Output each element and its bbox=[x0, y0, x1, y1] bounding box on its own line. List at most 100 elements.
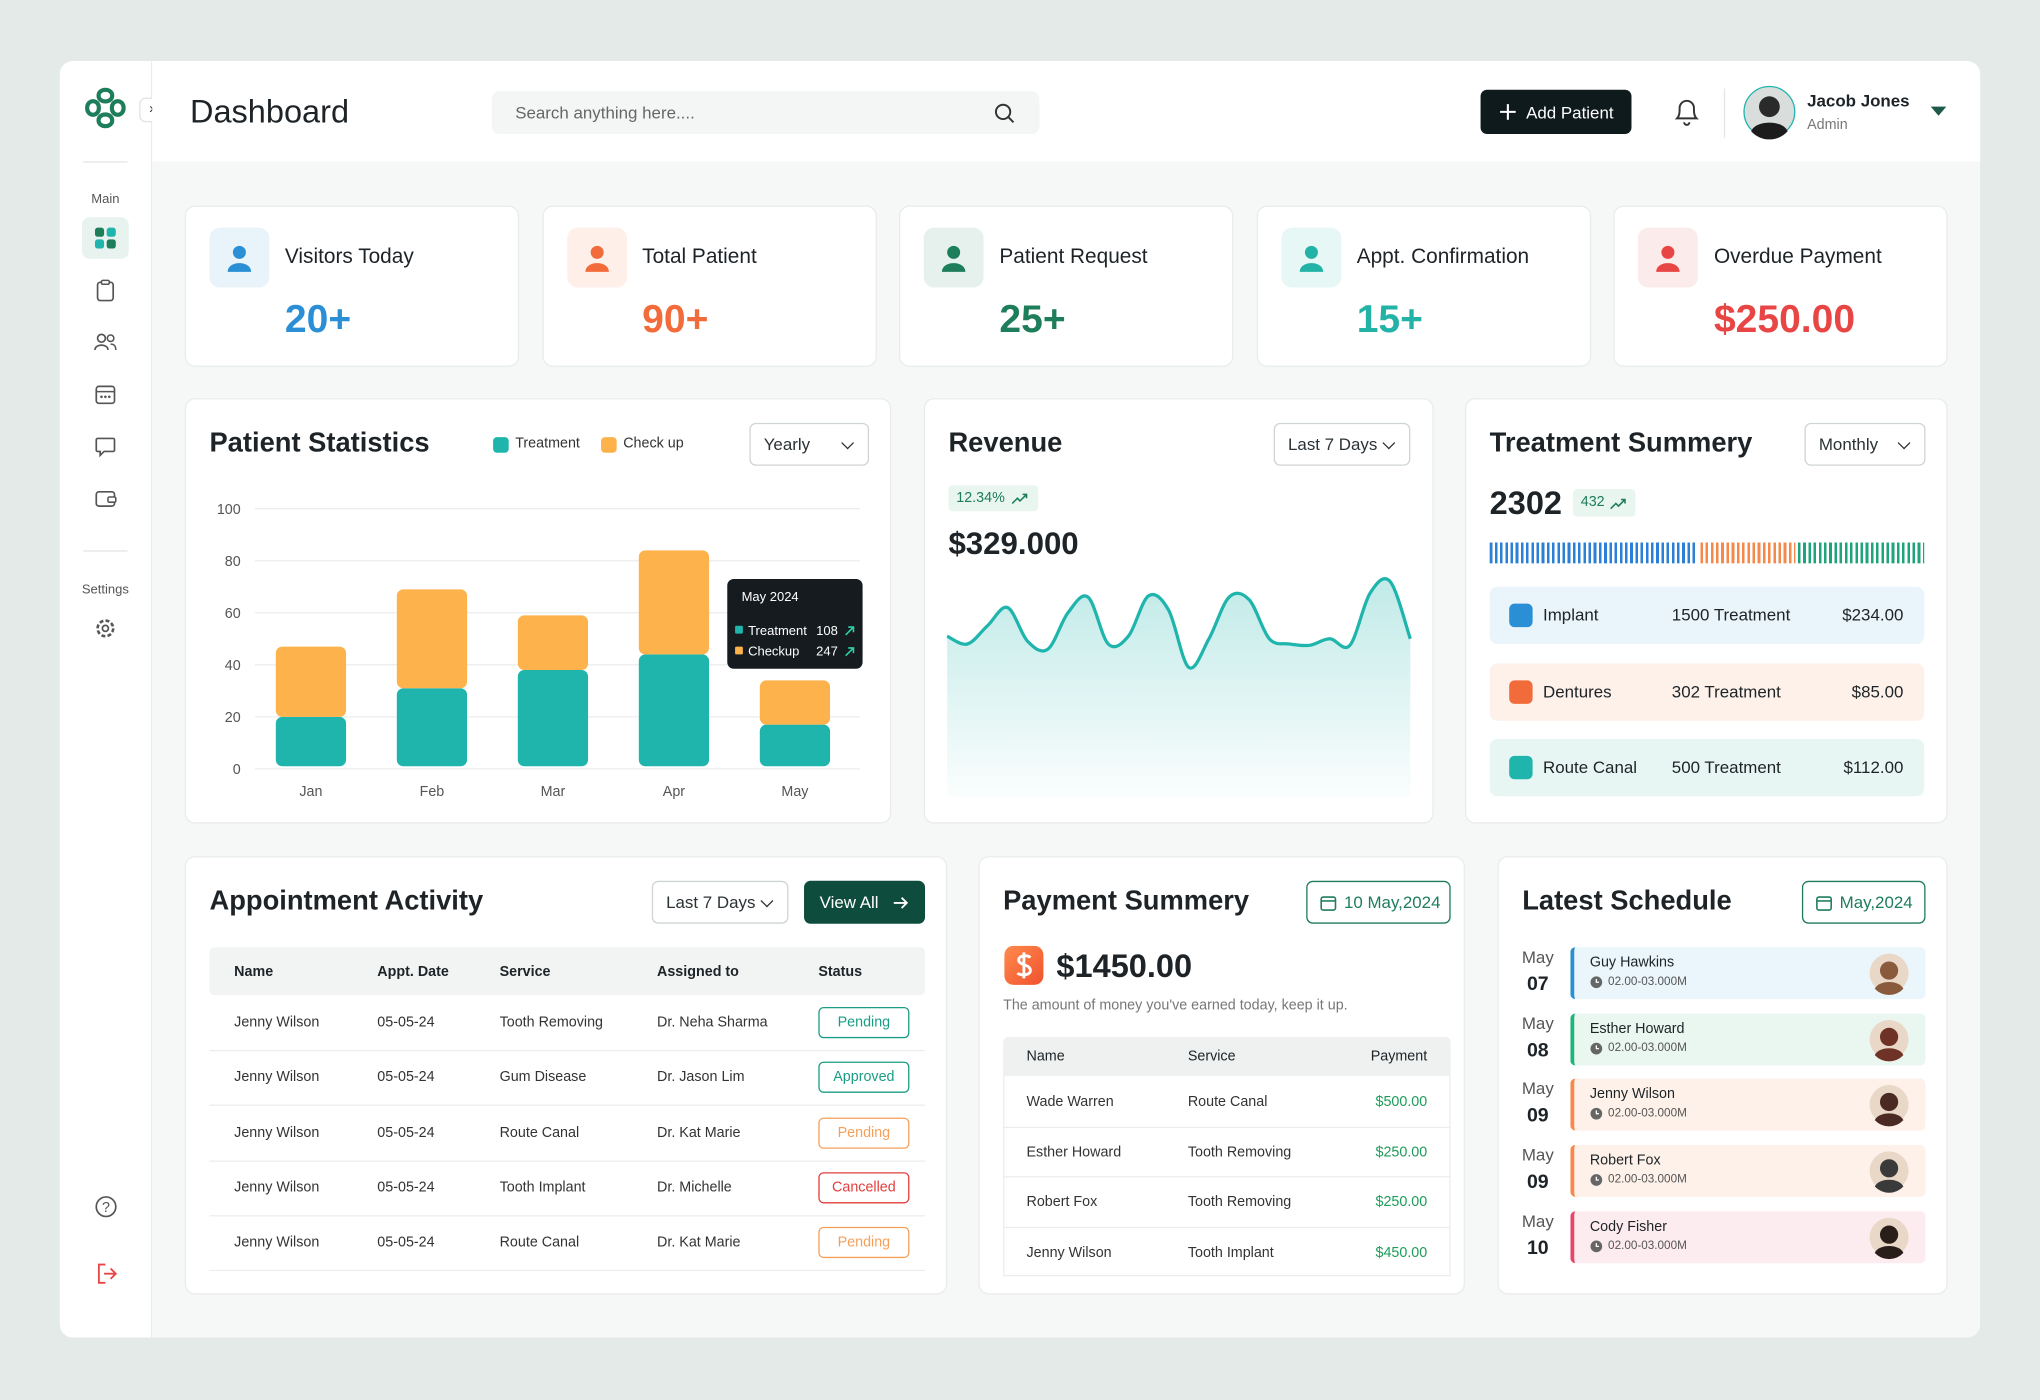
table-cell: Route Canal bbox=[499, 1124, 580, 1141]
table-cell: 05-05-24 bbox=[377, 1124, 435, 1141]
nav-messages[interactable] bbox=[82, 425, 129, 467]
table-cell: $500.00 bbox=[1375, 1094, 1428, 1110]
avatar-face bbox=[1879, 1093, 1899, 1112]
table-cell: Tooth Removing bbox=[499, 1014, 604, 1031]
table-cell: 05-05-24 bbox=[377, 1234, 435, 1251]
tooltip-swatch bbox=[735, 625, 743, 634]
stat-value: 90+ bbox=[642, 297, 709, 341]
legend-swatch bbox=[601, 437, 617, 453]
notification-bell[interactable] bbox=[1673, 96, 1700, 127]
schedule-card: Latest Schedule May,2024 May 07 Guy Hawkins 0… bbox=[1497, 856, 1948, 1295]
nav-patients[interactable] bbox=[82, 321, 129, 363]
nav-dashboard[interactable] bbox=[81, 217, 129, 259]
filter-dropdown[interactable]: Yearly bbox=[749, 422, 870, 466]
column-header: Service bbox=[499, 964, 551, 980]
column-header: Name bbox=[1026, 1048, 1065, 1065]
table-cell: Dr. Neha Sharma bbox=[657, 1014, 768, 1031]
schedule-day: 08 bbox=[1526, 1039, 1549, 1062]
add-patient-button[interactable]: Add Patient bbox=[1480, 89, 1632, 135]
treatment-item: Implant 1500 Treatment $234.00 bbox=[1489, 586, 1925, 645]
schedule-time: 02.00-03.000M bbox=[1608, 1040, 1687, 1054]
schedule-item[interactable]: Robert Fox 02.00-03.000M bbox=[1570, 1145, 1926, 1198]
nav-help[interactable]: ? bbox=[82, 1185, 129, 1227]
nav-wallet[interactable] bbox=[82, 477, 129, 519]
filter-dropdown[interactable]: Last 7 Days bbox=[651, 880, 789, 924]
nav-logout[interactable] bbox=[82, 1253, 129, 1295]
column-header: Service bbox=[1187, 1048, 1236, 1065]
schedule-item[interactable]: Cody Fisher 02.00-03.000M bbox=[1570, 1210, 1926, 1264]
trend-arrow bbox=[845, 626, 855, 636]
button-label: Add Patient bbox=[1526, 102, 1614, 123]
bar-segment bbox=[396, 688, 468, 767]
filter-dropdown[interactable]: Last 7 Days bbox=[1273, 422, 1411, 466]
view-all-button[interactable]: View All bbox=[804, 880, 926, 924]
user-menu-caret[interactable] bbox=[1930, 106, 1947, 117]
revenue-total: $329.000 bbox=[948, 526, 1079, 563]
date-button[interactable]: May,2024 bbox=[1801, 880, 1926, 924]
bar-segment bbox=[759, 680, 831, 725]
item-name: Route Canal bbox=[1543, 757, 1638, 777]
bar-segment bbox=[275, 716, 347, 767]
tooltip-value: 247 bbox=[816, 644, 838, 659]
calendar-icon bbox=[1816, 896, 1832, 911]
schedule-month: May bbox=[1521, 1210, 1554, 1231]
schedule-name: Cody Fisher bbox=[1589, 1218, 1667, 1235]
icon-shape bbox=[1595, 1176, 1599, 1181]
schedule-item[interactable]: Guy Hawkins 02.00-03.000M bbox=[1570, 947, 1926, 1000]
row-divider bbox=[1003, 1226, 1451, 1228]
filter-dropdown[interactable]: Monthly bbox=[1804, 422, 1926, 466]
schedule-month: May bbox=[1521, 1079, 1554, 1099]
search-box[interactable]: Search anything here.... bbox=[491, 91, 1040, 135]
icon-shape bbox=[1320, 896, 1337, 911]
tooltip-title: May 2024 bbox=[742, 589, 799, 604]
avatar-face bbox=[1879, 961, 1899, 980]
schedule-month: May bbox=[1521, 947, 1554, 967]
nav-reports[interactable] bbox=[82, 269, 129, 311]
table-cell: 05-05-24 bbox=[377, 1014, 435, 1031]
stat-icon bbox=[923, 227, 984, 288]
bar-segment bbox=[638, 654, 710, 767]
y-tick-label: 40 bbox=[225, 658, 241, 674]
clock-icon bbox=[1590, 1108, 1603, 1121]
item-count: 302 Treatment bbox=[1671, 681, 1781, 701]
date-button[interactable]: 10 May,2024 bbox=[1306, 880, 1451, 924]
summary-bar-segment bbox=[1489, 542, 1698, 564]
table-cell: Esther Howard bbox=[1026, 1144, 1122, 1160]
stat-label: Total Patient bbox=[642, 245, 757, 269]
avatar bbox=[1869, 953, 1909, 996]
table-header bbox=[209, 947, 926, 996]
icon-shape bbox=[1595, 979, 1599, 983]
payment-card: Payment Summery 10 May,2024 $1450.00 The am… bbox=[978, 856, 1465, 1295]
icon-shape bbox=[893, 897, 909, 909]
icon bbox=[95, 490, 117, 507]
schedule-day: 10 bbox=[1526, 1237, 1549, 1260]
search-placeholder: Search anything here.... bbox=[515, 102, 695, 123]
icon-shape bbox=[590, 245, 604, 259]
treatment-item: Dentures 302 Treatment $85.00 bbox=[1489, 662, 1925, 721]
nav-settings[interactable] bbox=[82, 608, 129, 650]
table-cell: Tooth Removing bbox=[1187, 1144, 1292, 1160]
stat-value: 15+ bbox=[1356, 297, 1423, 341]
table-cell: 05-05-24 bbox=[377, 1179, 435, 1196]
table-cell: Jenny Wilson bbox=[234, 1124, 320, 1141]
trend-icon bbox=[1011, 493, 1028, 505]
bar-segment bbox=[517, 615, 589, 671]
column-header: Name bbox=[234, 964, 274, 980]
column-header: Appt. Date bbox=[377, 964, 449, 980]
status-badge: Cancelled bbox=[818, 1172, 910, 1204]
table-cell: $250.00 bbox=[1375, 1144, 1428, 1160]
table-cell: Dr. Michelle bbox=[657, 1179, 732, 1196]
schedule-item[interactable]: Jenny Wilson 02.00-03.000M bbox=[1570, 1079, 1926, 1132]
nav-calendar[interactable] bbox=[82, 373, 129, 415]
user-role: Admin bbox=[1807, 117, 1848, 133]
stat-value: 25+ bbox=[999, 297, 1066, 341]
bar-segment bbox=[638, 550, 710, 655]
stat-icon bbox=[1638, 227, 1699, 288]
item-name: Dentures bbox=[1543, 681, 1612, 701]
item-amount: $112.00 bbox=[1843, 757, 1904, 777]
x-tick-label: May bbox=[781, 784, 809, 800]
bar-segment bbox=[275, 646, 347, 717]
table-cell: Wade Warren bbox=[1026, 1094, 1114, 1110]
schedule-item[interactable]: Esther Howard 02.00-03.000M bbox=[1570, 1013, 1926, 1066]
